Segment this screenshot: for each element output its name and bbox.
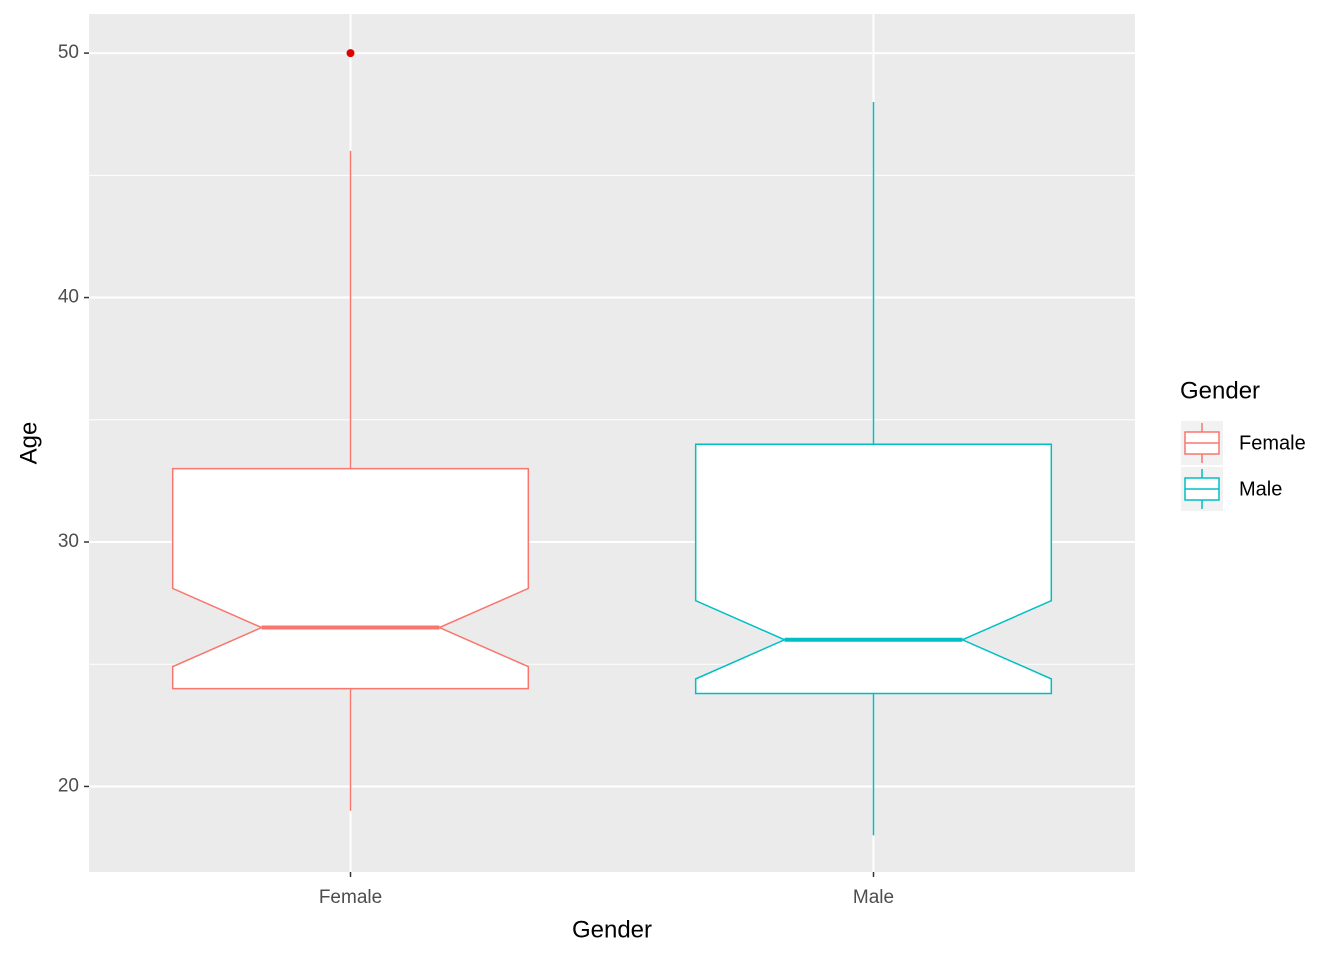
box	[694, 443, 1053, 695]
legend-title: Gender	[1180, 377, 1260, 404]
x-axis-title: Gender	[572, 916, 652, 943]
panel	[89, 14, 1135, 872]
boxes	[171, 49, 1053, 836]
legend-label: Male	[1239, 478, 1282, 500]
outlier	[346, 49, 355, 58]
y-tick-label: 20	[58, 775, 79, 796]
x-tick-label: Male	[853, 887, 894, 908]
y-tick-label: 50	[58, 42, 79, 63]
box	[171, 467, 530, 690]
x-tick-label: Female	[319, 887, 382, 908]
y-tick-label: 30	[58, 531, 79, 552]
y-axis-title: Age	[15, 422, 42, 465]
legend-label: Female	[1239, 432, 1306, 454]
y-tick-label: 40	[58, 287, 79, 308]
